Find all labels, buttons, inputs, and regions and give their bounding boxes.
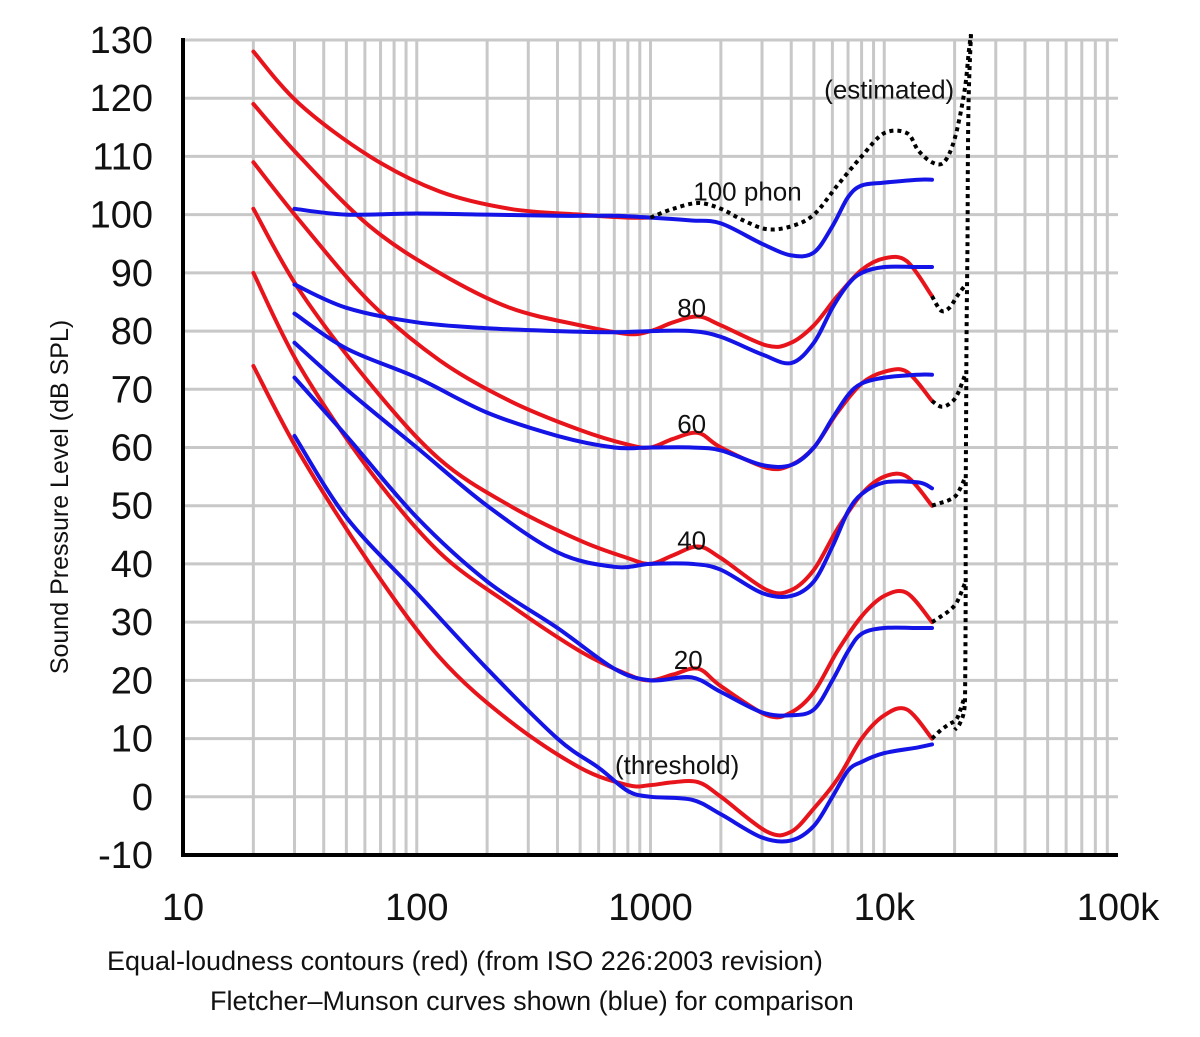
grid	[183, 38, 1118, 855]
x-tick-labels: 10 100 1000 10k 100k	[162, 887, 1160, 929]
caption-line-2: Fletcher–Munson curves shown (blue) for …	[210, 986, 854, 1016]
series-layer	[251, 33, 973, 844]
x-tick-label: 1000	[608, 887, 693, 929]
series-line-estimated-60-phon-tail-dotted-	[930, 371, 968, 409]
y-tick-label: 80	[111, 311, 153, 353]
series-line-estimated-40-phon-tail-dotted-	[931, 475, 968, 508]
series-line-fletcher-munson-80	[292, 264, 934, 366]
series-line-iso-226-2003-40-phon	[251, 206, 934, 596]
y-tick-label: 20	[111, 660, 153, 702]
y-tick-label: 50	[111, 486, 153, 528]
caption-line-1: Equal-loudness contours (red) (from ISO …	[107, 946, 823, 976]
axes	[181, 38, 1118, 857]
series-line-iso-226-2003-20-phon	[251, 270, 934, 720]
series-line-estimated-100-phon-dotted-	[649, 33, 973, 232]
y-tick-label: 30	[111, 602, 153, 644]
series-line-fletcher-munson-20	[292, 375, 934, 718]
x-tick-label: 10k	[854, 887, 916, 929]
y-tick-label: 120	[90, 78, 153, 120]
y-tick-label: 40	[111, 544, 153, 586]
series-line-estimated-threshold-tail-dotted-	[930, 697, 967, 741]
annotations: (estimated) 100 phon 80 60 40 20 (threshold)	[615, 74, 954, 779]
annotation-label: 20	[674, 645, 703, 675]
annotation-label: 80	[677, 293, 706, 323]
series-line-iso-226-2003-80-phon	[251, 102, 934, 349]
x-tick-label: 100	[385, 887, 448, 929]
y-tick-label: 130	[90, 20, 153, 62]
series-line-estimated-right-edge-dotted-	[953, 34, 973, 732]
annotation-label: (threshold)	[615, 750, 739, 780]
annotation-label: 40	[677, 526, 706, 556]
y-tick-label: 10	[111, 719, 153, 761]
y-tick-label: -10	[98, 835, 153, 877]
y-tick-label: 110	[92, 136, 153, 178]
series-line-fletcher-munson-0	[292, 433, 934, 844]
y-tick-label: 0	[132, 777, 153, 819]
series-line-estimated-80-phon-tail-dotted-	[930, 283, 968, 314]
annotation-label: (estimated)	[824, 74, 954, 104]
y-tick-label: 90	[111, 253, 153, 295]
series-line-fletcher-munson-60	[292, 311, 934, 469]
series-line-iso-226-2003-100-phon	[251, 49, 653, 220]
series-line-iso-226-2003-threshold	[251, 364, 934, 838]
y-tick-label: 70	[111, 369, 153, 411]
x-tick-label: 100k	[1077, 887, 1160, 929]
annotation-label: 60	[677, 409, 706, 439]
y-tick-label: 100	[90, 195, 153, 237]
annotation-label: 100 phon	[693, 176, 801, 206]
y-axis-label: Sound Pressure Level (dB SPL)	[46, 320, 74, 674]
x-tick-label: 10	[162, 887, 204, 929]
y-tick-label: 60	[111, 428, 153, 470]
series-line-estimated-20-phon-tail-dotted-	[930, 580, 968, 624]
series-line-fletcher-munson-100	[292, 177, 934, 259]
series-line-fletcher-munson-40	[292, 340, 934, 600]
